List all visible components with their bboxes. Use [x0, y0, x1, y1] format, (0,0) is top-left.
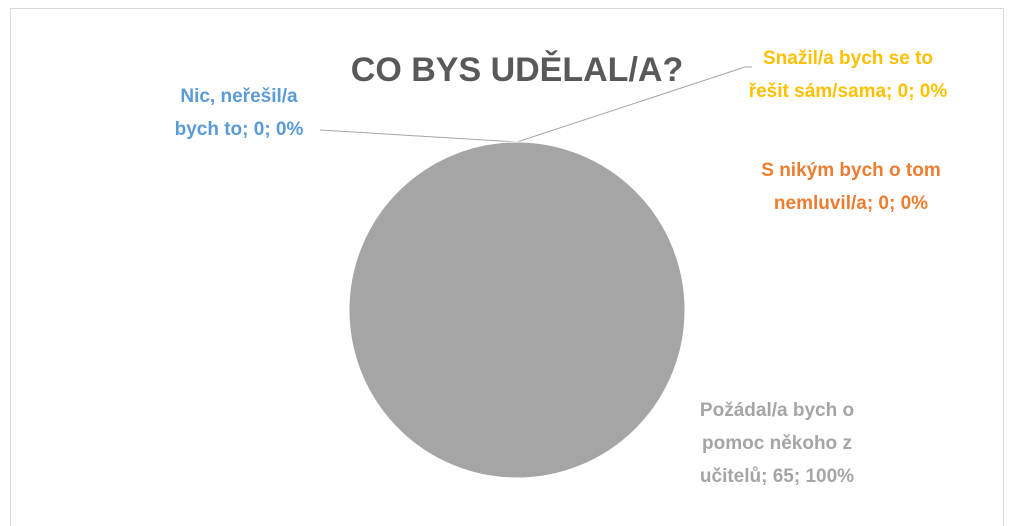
- data-label: Požádal/a bych o pomoc někoho z učitelů;…: [699, 400, 855, 487]
- pie-slice: [348, 141, 686, 479]
- chart-title: CO BYS UDĚLAL/A?: [351, 51, 683, 89]
- data-label: Snažil/a bych se to řešit sám/sama; 0; 0…: [748, 48, 948, 102]
- leader-line: [319, 129, 518, 143]
- leader-line: [516, 66, 752, 143]
- data-label: Nic, neřešil/a bych to; 0; 0%: [174, 86, 304, 140]
- data-label: S nikým bych o tom nemluvil/a; 0; 0%: [761, 160, 941, 214]
